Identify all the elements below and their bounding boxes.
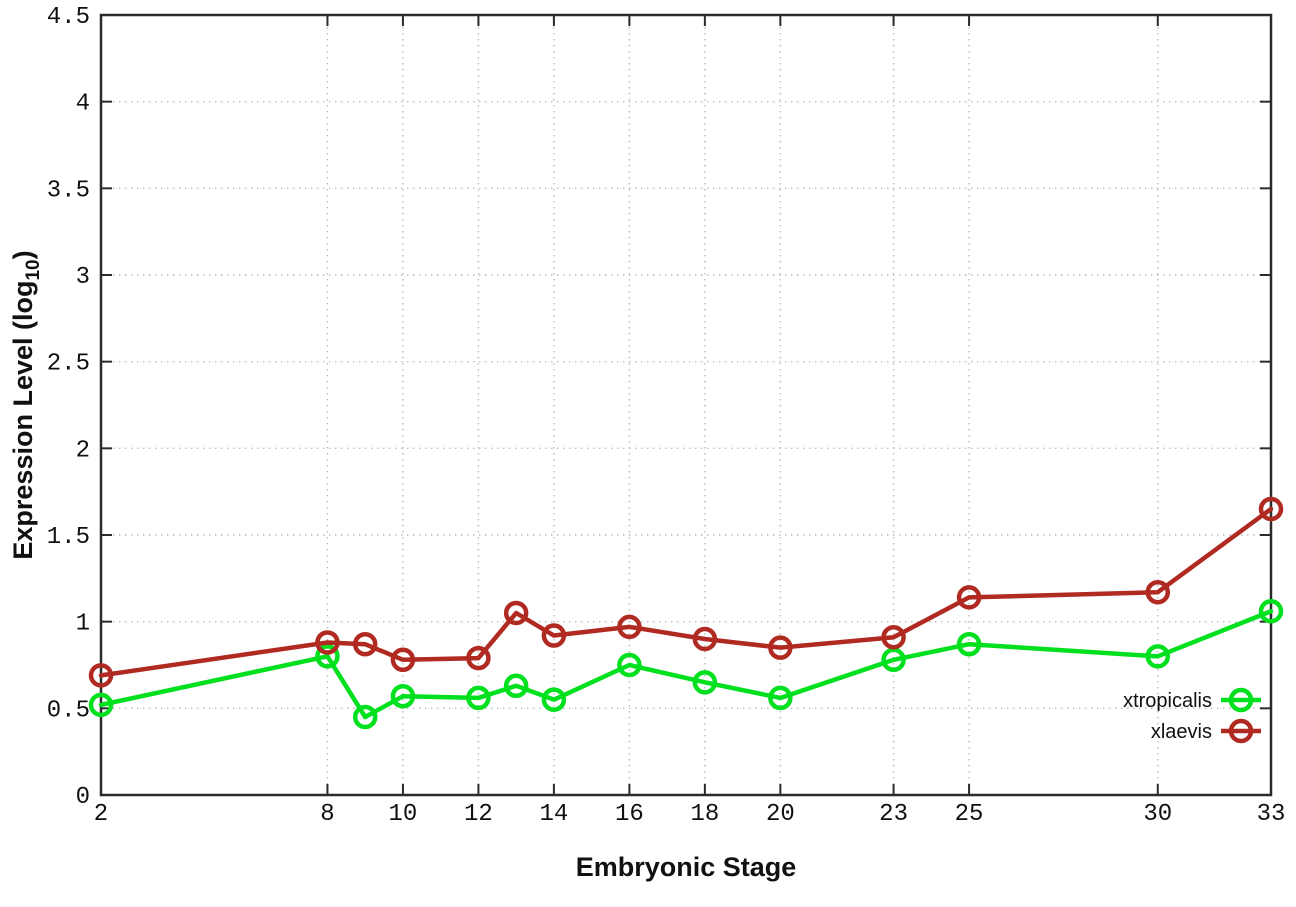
series-line [98, 609, 1274, 720]
x-tick-label: 12 [464, 801, 493, 828]
y-tick-label: 4.5 [47, 4, 90, 31]
legend-sample-marker [1228, 687, 1254, 713]
data-series [88, 496, 1284, 730]
data-point-marker [88, 663, 114, 688]
x-tick-label: 2 [94, 801, 108, 828]
y-tick-label: 1 [76, 611, 90, 638]
data-point-marker [390, 683, 416, 709]
series-xtropicalis [88, 599, 1284, 730]
y-axis-title: Expression Level (log10) [8, 250, 44, 559]
y-tick-label: 0 [76, 784, 90, 811]
legend-label-xtropicalis: xtropicalis [1123, 690, 1212, 712]
x-tick-label: 23 [879, 801, 908, 828]
data-point-marker [503, 600, 529, 626]
x-tick-label: 30 [1143, 801, 1172, 828]
data-point-marker [1145, 644, 1171, 669]
data-point-marker [466, 685, 491, 711]
data-point-marker [956, 631, 982, 657]
data-point-marker [352, 704, 378, 730]
data-point-marker [390, 647, 416, 673]
x-tick-label: 16 [615, 801, 644, 828]
data-point-marker [1145, 579, 1171, 605]
data-point-marker [315, 644, 340, 669]
x-tick-label: 20 [766, 801, 795, 828]
data-point-marker [503, 673, 529, 699]
x-tick-label: 8 [320, 801, 334, 828]
x-tick-label: 33 [1257, 801, 1286, 828]
legend: xtropicalis xlaevis [1123, 687, 1261, 744]
y-tick-label: 3 [76, 264, 90, 291]
x-tick-label: 14 [539, 801, 568, 828]
y-axis-title-subscript: 10 [23, 259, 44, 280]
data-point-marker [768, 685, 793, 711]
data-point-marker [881, 647, 906, 673]
x-tick-label: 10 [389, 801, 418, 828]
data-point-marker [881, 625, 906, 650]
data-point-marker [617, 614, 642, 640]
data-point-marker [315, 630, 340, 655]
y-axis-title-main: Expression Level (log [8, 281, 38, 560]
data-point-marker [352, 631, 378, 657]
data-point-marker [956, 585, 982, 610]
y-tick-label: 3.5 [47, 177, 90, 204]
series-line [98, 506, 1274, 678]
legend-label-xlaevis: xlaevis [1151, 721, 1212, 743]
data-point-marker [768, 635, 793, 660]
y-axis-title-close: ) [8, 250, 38, 259]
data-point-marker [692, 670, 718, 695]
data-point-marker [541, 623, 567, 648]
series-xlaevis [88, 496, 1284, 688]
x-axis-title: Embryonic Stage [576, 852, 797, 882]
x-tick-label: 18 [690, 801, 719, 828]
data-point-marker [692, 626, 718, 652]
y-tick-label: 0.5 [47, 697, 90, 724]
tick-labels: 2 8 10 12 14 16 18 20 23 25 30 33 0 0.5 1 1.5 2 2.5 3 3.5 4 4… [47, 4, 1286, 828]
y-tick-label: 4 [76, 91, 90, 118]
y-tick-label: 1.5 [47, 524, 90, 551]
data-point-marker [1258, 599, 1284, 624]
legend-marker-samples [1221, 687, 1261, 744]
y-tick-label: 2.5 [47, 351, 90, 378]
gridlines [101, 15, 1271, 795]
data-point-marker [466, 645, 491, 671]
x-tick-label: 25 [955, 801, 984, 828]
data-point-marker [88, 692, 114, 718]
y-tick-label: 2 [76, 437, 90, 464]
legend-sample-marker [1228, 718, 1254, 744]
data-point-marker [541, 687, 567, 712]
data-point-marker [617, 652, 642, 678]
data-point-marker [1258, 496, 1284, 522]
plot-border [99, 13, 1273, 797]
